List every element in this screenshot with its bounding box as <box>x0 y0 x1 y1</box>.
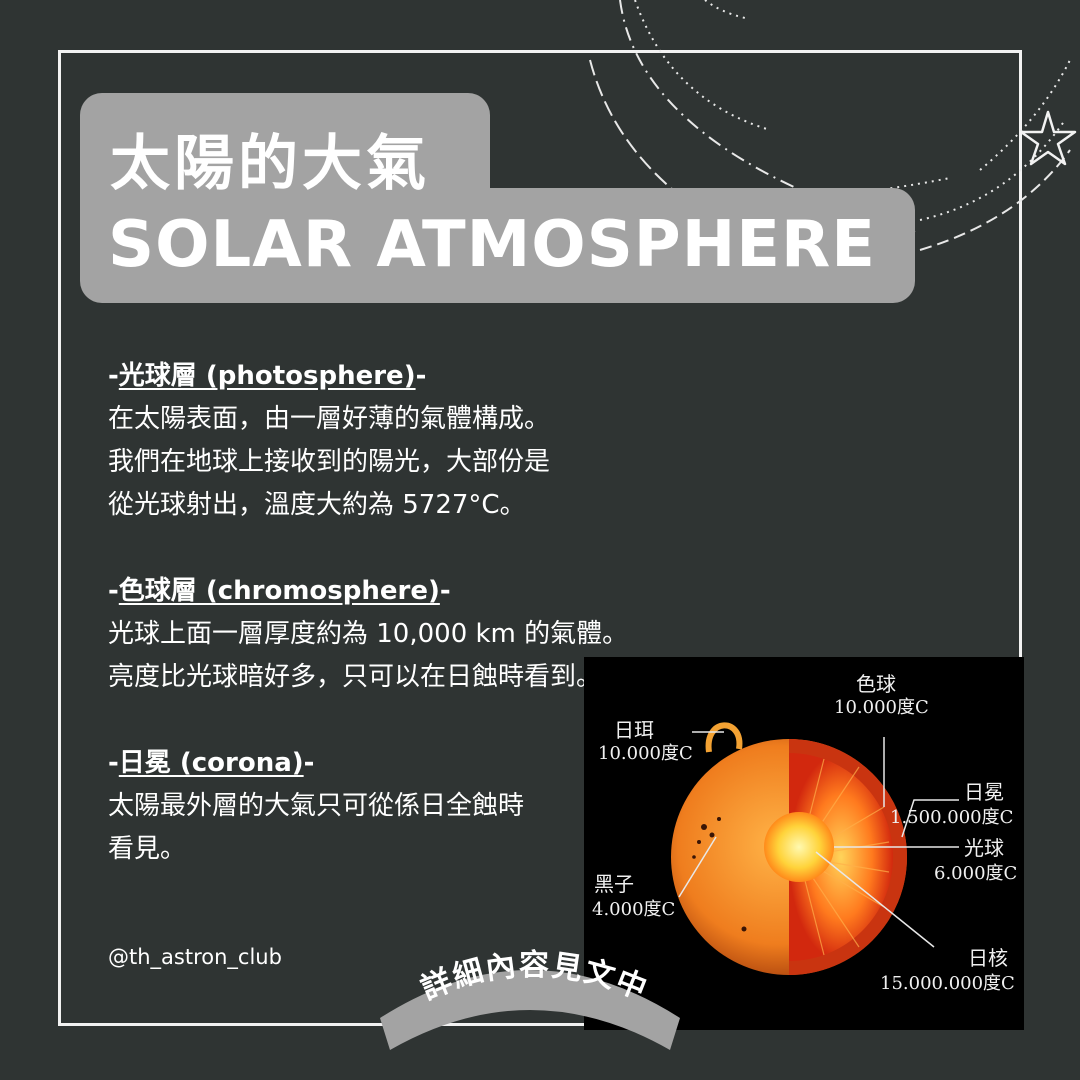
content-body: -光球層 (photosphere)- 在太陽表面，由一層好薄的氣體構成。 我們… <box>108 355 748 871</box>
border-frame <box>58 50 1022 1026</box>
label-prominence-temp: 10.000度C <box>598 743 693 764</box>
label-sunspot-name: 黑子 <box>594 872 634 896</box>
heading-suffix: - <box>303 748 315 778</box>
label-photosphere-temp: 6.000度C <box>934 863 1018 884</box>
label-photosphere-name: 光球 <box>964 836 1004 860</box>
label-core-name: 日核 <box>968 946 1008 970</box>
account-handle: @th_astron_club <box>108 945 282 969</box>
sun-illustration <box>671 722 959 975</box>
see-article-badge: 詳細內容見文中 <box>380 948 680 1050</box>
section-heading-corona: -日冕 (corona)- <box>108 742 748 785</box>
label-core-temp: 15.000.000度C <box>880 973 1015 994</box>
heading-suffix: - <box>439 576 451 606</box>
title-chinese: 太陽的大氣 <box>110 129 430 199</box>
sun-core <box>764 812 834 882</box>
section-heading-chromosphere: -色球層 (chromosphere)- <box>108 570 748 613</box>
body-line: 光球上面一層厚度約為 10,000 km 的氣體。 <box>108 619 629 649</box>
heading-text: 日冕 (corona) <box>118 748 304 778</box>
label-corona-temp: 1.500.000度C <box>890 807 1014 828</box>
title-tab-bg <box>80 93 490 203</box>
sun-diagram: 色球 10.000度C 日珥 10.000度C 日冕 1.500.000度C 光… <box>584 657 1024 1030</box>
section-heading-photosphere: -光球層 (photosphere)- <box>108 355 748 398</box>
heading-text: 色球層 (chromosphere) <box>118 576 440 606</box>
star-icon <box>1019 110 1077 166</box>
heading-prefix: - <box>108 576 119 606</box>
body-line: 太陽最外層的大氣只可從係日全蝕時 <box>108 791 525 821</box>
label-corona-name: 日冕 <box>964 780 1004 804</box>
body-line: 我們在地球上接收到的陽光，大部份是 <box>108 447 551 477</box>
body-line: 在太陽表面，由一層好薄的氣體構成。 <box>108 404 551 434</box>
body-line: 亮度比光球暗好多，只可以在日蝕時看到。 <box>108 662 603 692</box>
body-line: 看見。 <box>108 834 187 864</box>
heading-prefix: - <box>108 748 119 778</box>
decorative-orbits <box>589 0 1077 251</box>
heading-prefix: - <box>108 361 119 391</box>
heading-suffix: - <box>415 361 427 391</box>
title-block: 太陽的大氣 SOLAR ATMOSPHERE <box>80 93 915 303</box>
heading-text: 光球層 (photosphere) <box>118 361 416 391</box>
label-prominence-name: 日珥 <box>614 718 654 742</box>
label-chromosphere-temp: 10.000度C <box>834 697 929 718</box>
prominence-loop <box>705 722 743 753</box>
body-line: 從光球射出，溫度大約為 5727°C。 <box>108 490 526 520</box>
label-sunspot-temp: 4.000度C <box>592 899 676 920</box>
spacer <box>108 527 748 570</box>
label-chromosphere-name: 色球 <box>856 672 896 696</box>
title-english: SOLAR ATMOSPHERE <box>108 208 876 282</box>
badge-shape <box>380 970 680 1050</box>
title-bar-bg <box>80 188 915 303</box>
